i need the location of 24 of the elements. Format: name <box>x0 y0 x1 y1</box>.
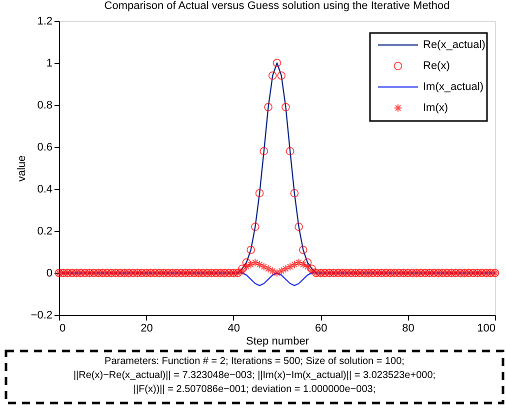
x-tick-label: 80 <box>402 322 414 334</box>
x-tick-label: 60 <box>314 322 328 334</box>
y-tick-label: 1 <box>46 58 52 70</box>
y-tick-label: 1.2 <box>37 16 52 28</box>
y-tick-label: 0 <box>46 268 52 280</box>
x-tick-label: 0 <box>60 322 66 334</box>
y-tick-label: 0.8 <box>37 100 52 112</box>
chart-title: Comparison of Actual versus Guess solution using the Iterative Method <box>104 0 450 12</box>
text: Parameters: Function # = 2; Iterations = 500; Size of solution = 100; <box>104 356 404 367</box>
y-tick-label: −0.2 <box>30 310 52 322</box>
legend-label: Im(x_actual) <box>423 81 484 93</box>
text: ||Re(x)−Re(x_actual)|| = 7.323048e−003; ||Im(x)−Im(x_actual)|| = 3.023523e+000; <box>73 370 436 381</box>
y-tick-label: 0.6 <box>37 142 52 154</box>
y-tick-label: 0.2 <box>37 226 52 238</box>
x-tick-label: 100 <box>477 322 496 334</box>
legend-label: Re(x) <box>423 60 450 72</box>
legend-label: Im(x) <box>423 102 448 114</box>
text: ||F(x))|| = 2.507086e−001; deviation = 1.000000e−003; <box>133 384 376 395</box>
x-axis-title: Step number <box>246 336 310 348</box>
x-tick-label: 20 <box>140 322 153 334</box>
y-tick-label: 0.4 <box>37 184 52 196</box>
y-axis-title: value <box>16 155 28 182</box>
x-tick-label: 40 <box>228 322 240 334</box>
legend-label: Re(x_actual) <box>423 39 486 51</box>
